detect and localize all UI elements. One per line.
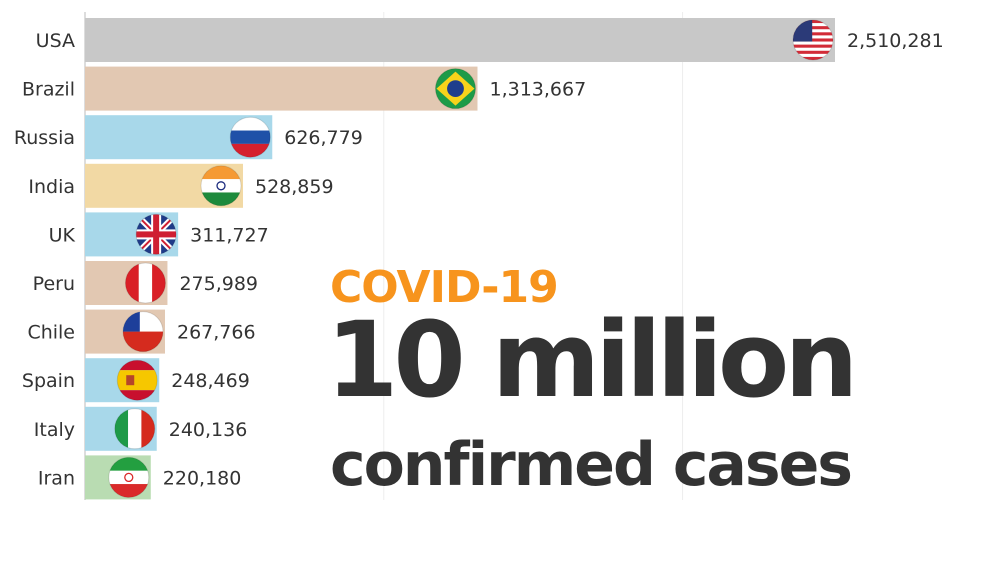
category-label: Spain xyxy=(22,370,75,392)
spain-flag-icon xyxy=(116,359,158,401)
value-label: 311,727 xyxy=(190,224,269,246)
category-label: India xyxy=(28,176,75,198)
category-label: Peru xyxy=(33,273,75,295)
russia-flag-icon xyxy=(229,116,271,158)
value-label: 1,313,667 xyxy=(489,79,586,101)
category-label: Italy xyxy=(34,419,75,441)
value-label: 248,469 xyxy=(171,370,250,392)
india-flag-icon xyxy=(200,165,242,207)
bar-row-india: India 528,859 xyxy=(28,163,334,208)
headline-subtitle: COVID-19 xyxy=(330,262,559,313)
brazil-flag-icon xyxy=(434,68,476,110)
usa-flag-icon xyxy=(792,19,834,61)
category-label: Chile xyxy=(27,322,75,344)
bar-row-chile: Chile 267,766 xyxy=(27,309,256,354)
value-label: 275,989 xyxy=(179,273,258,295)
headline-big: 10 million xyxy=(326,299,858,421)
italy-flag-icon xyxy=(114,408,156,450)
category-label: Brazil xyxy=(22,79,75,101)
value-label: 267,766 xyxy=(177,322,256,344)
bar-row-russia: Russia 626,779 xyxy=(14,115,363,160)
bar-row-iran: Iran 220,180 xyxy=(38,455,242,500)
bar-row-spain: Spain 248,469 xyxy=(22,358,250,403)
iran-flag-icon xyxy=(108,456,150,498)
peru-flag-icon xyxy=(124,262,166,304)
bar-usa xyxy=(85,18,835,62)
chile-flag-icon xyxy=(122,311,164,353)
category-label: USA xyxy=(36,30,75,52)
bar-row-brazil: Brazil 1,313,667 xyxy=(22,66,586,111)
bar-brazil xyxy=(85,66,478,111)
category-label: UK xyxy=(49,224,76,246)
bar-row-uk: UK 311,727 xyxy=(49,212,269,257)
value-label: 626,779 xyxy=(284,127,363,149)
bar-row-italy: Italy 240,136 xyxy=(34,406,248,451)
bar-row-peru: Peru 275,989 xyxy=(33,261,258,305)
value-label: 220,180 xyxy=(163,467,242,489)
headline-small: confirmed cases xyxy=(330,430,853,500)
category-label: Iran xyxy=(38,467,75,489)
value-label: 2,510,281 xyxy=(847,30,944,52)
value-label: 240,136 xyxy=(169,419,248,441)
bar-row-usa: USA 2,510,281 xyxy=(36,18,944,62)
value-label: 528,859 xyxy=(255,176,334,198)
category-label: Russia xyxy=(14,127,75,149)
uk-flag-icon xyxy=(135,213,177,255)
